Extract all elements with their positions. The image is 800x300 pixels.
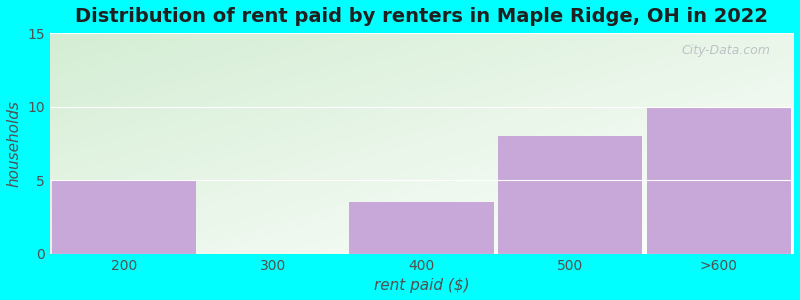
Y-axis label: households: households [7,100,22,187]
Text: City-Data.com: City-Data.com [682,44,770,57]
X-axis label: rent paid ($): rent paid ($) [374,278,470,293]
Title: Distribution of rent paid by renters in Maple Ridge, OH in 2022: Distribution of rent paid by renters in … [75,7,768,26]
Bar [350,202,494,254]
Bar [52,180,196,254]
Bar [498,136,642,254]
Bar [646,106,791,254]
